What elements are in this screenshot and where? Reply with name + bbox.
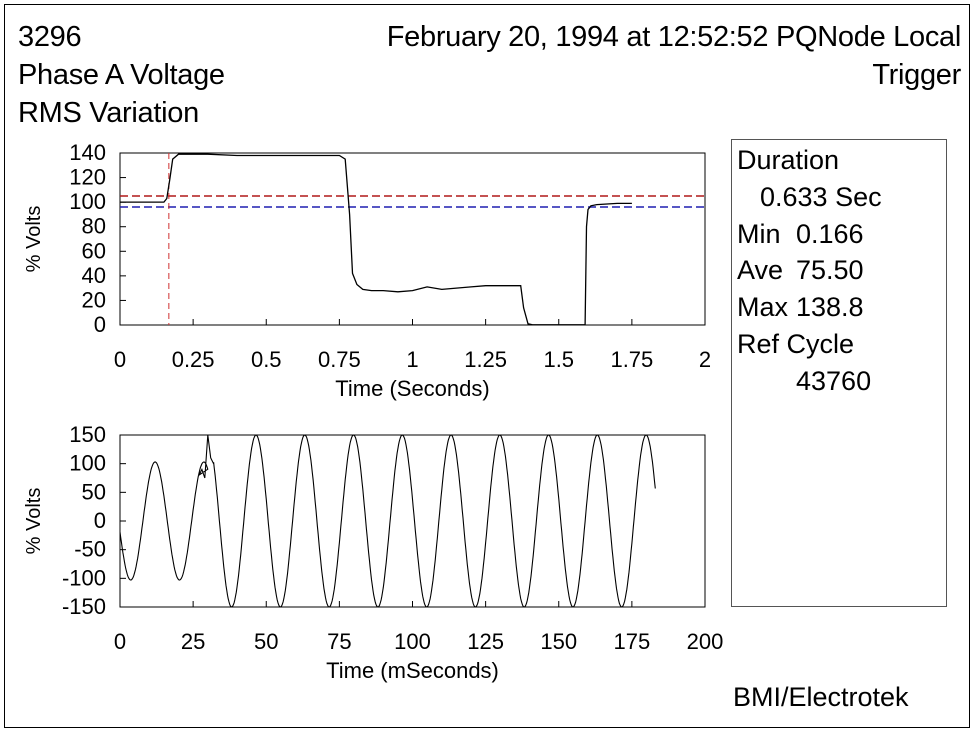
chart-title-line2: RMS Variation [18,97,199,129]
rms-x-tick-label: 0.5 [251,347,282,372]
rms-plot-area [119,152,706,326]
wave-x-tick-label: 75 [327,629,351,654]
rms-x-tick-label: 1 [406,347,418,372]
wave-y-tick-label: -50 [74,537,106,562]
rms-x-tick-label: 0 [114,347,126,372]
wave-y-tick-label: 150 [69,422,106,447]
rms-x-axis-label: Time (Seconds) [335,376,489,401]
wave-x-tick-label: 125 [467,629,504,654]
wave-y-tick-label: -100 [62,565,106,590]
wave-x-tick-label: 175 [614,629,651,654]
rms-y-tick-label: 80 [82,214,106,239]
brand-label: BMI/Electrotek [733,682,909,712]
rms-x-tick-label: 0.25 [172,347,215,372]
rms-x-tick-label: 1.25 [464,347,507,372]
rms-voltage-series [120,153,632,326]
rms-y-tick-label: 40 [82,263,106,288]
voltage-waveform-series [119,434,656,608]
ave-label: Ave [737,255,784,285]
wave-y-tick-label: 50 [82,479,106,504]
chart-title-line1: Phase A Voltage [18,59,225,91]
wave-y-tick-label: 100 [69,451,106,476]
rms-y-tick-label: 140 [69,140,106,165]
ref-cycle-label: Ref Cycle [737,329,855,359]
wave-x-tick-label: 25 [181,629,205,654]
rms-y-tick-label: 20 [82,287,106,312]
rms-x-tick-label: 1.5 [543,347,574,372]
rms-x-tick-label: 1.75 [610,347,653,372]
rms-x-tick-label: 0.75 [318,347,361,372]
waveform-plot-area [119,434,706,608]
wave-x-tick-label: 50 [254,629,278,654]
wave-y-tick-label: 0 [94,508,106,533]
duration-label: Duration [737,145,840,175]
min-value: 0.166 [796,219,864,249]
wave-x-tick-label: 100 [394,629,431,654]
min-label: Min [737,219,781,249]
max-label: Max [737,292,789,322]
wave-x-tick-label: 150 [540,629,577,654]
wave-x-tick-label: 0 [114,629,126,654]
rms-y-tick-label: 0 [94,312,106,337]
rms-y-axis-label: % Volts [23,206,45,273]
ave-value: 75.50 [796,255,864,285]
trigger-label: Trigger [872,59,961,91]
max-value: 138.8 [796,292,864,322]
ref-cycle-value: 43760 [796,366,872,396]
wave-x-axis-label: Time (mSeconds) [326,658,499,683]
rms-x-tick-label: 2 [699,347,711,372]
wave-y-axis-label: % Volts [23,488,45,555]
summary-box: Duration 0.633 Sec Min 0.166 Ave 75.50 M… [731,139,947,607]
chart-frame [4,4,970,728]
rms-y-tick-label: 100 [69,189,106,214]
wave-x-tick-label: 200 [687,629,724,654]
rms-y-tick-label: 60 [82,238,106,263]
wave-y-tick-label: -150 [62,594,106,619]
monitor-id: 3296 [18,21,82,53]
rms-y-tick-label: 120 [69,165,106,190]
duration-value: 0.633 Sec [760,182,882,212]
event-timestamp: February 20, 1994 at 12:52:52 PQNode Loc… [386,21,962,53]
